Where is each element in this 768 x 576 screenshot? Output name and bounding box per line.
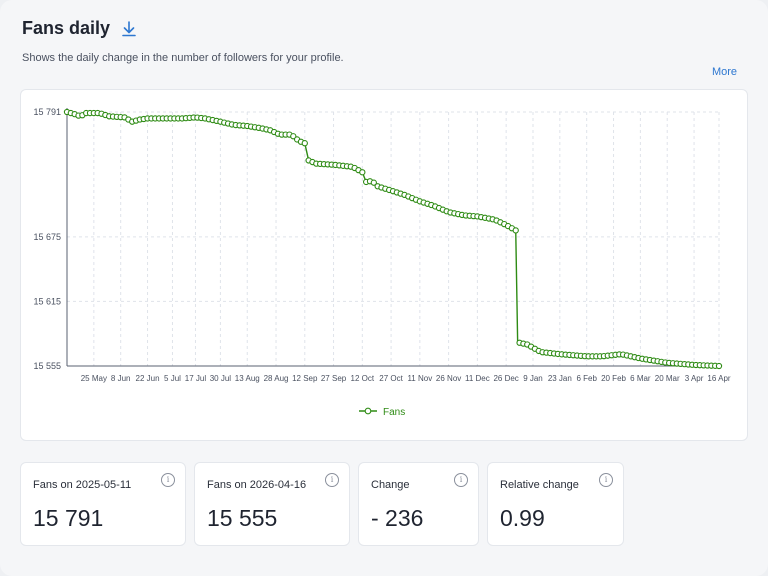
x-tick-label: 6 Mar: [630, 374, 651, 383]
stat-label: Fans on 2026-04-16: [207, 479, 307, 491]
x-tick-label: 11 Dec: [465, 374, 490, 383]
stat-value: 0.99: [500, 505, 545, 531]
fans-series-line: [66, 111, 720, 367]
x-tick-label: 25 May: [81, 374, 107, 383]
x-tick-label: 28 Aug: [264, 374, 289, 383]
x-tick-label: 17 Jul: [185, 374, 207, 383]
info-icon[interactable]: i: [161, 473, 175, 487]
stat-label: Change: [371, 479, 410, 491]
title-row: Fans daily: [22, 18, 138, 39]
page-subtitle: Shows the daily change in the number of …: [22, 52, 344, 64]
stat-card-relative-change: Relative change i 0.99: [487, 462, 624, 546]
page-title: Fans daily: [22, 18, 111, 38]
x-tick-label: 8 Jun: [111, 374, 131, 383]
x-tick-label: 9 Jan: [523, 374, 543, 383]
stat-card-fans-end: Fans on 2026-04-16 i 15 555: [194, 462, 350, 546]
legend-swatch-marker: [364, 407, 372, 415]
stat-label: Fans on 2025-05-11: [33, 479, 132, 491]
fans-data-point[interactable]: [359, 169, 366, 176]
info-icon[interactable]: i: [454, 473, 468, 487]
x-tick-label: 16 Apr: [707, 374, 730, 383]
fans-data-point[interactable]: [512, 227, 519, 234]
y-tick-label: 15 675: [33, 232, 61, 242]
y-tick-label: 15 555: [33, 361, 61, 371]
more-link[interactable]: More: [711, 66, 737, 78]
chart-card: 15 555 15 615 15 675 15 791 25 May 8 Jun 22 Ju…: [20, 89, 748, 441]
x-tick-label: 20 Feb: [601, 374, 626, 383]
y-tick-label: 15 615: [33, 296, 61, 306]
x-tick-label: 12 Oct: [351, 374, 375, 383]
stat-card-change: Change i - 236: [358, 462, 479, 546]
stat-card-fans-start: Fans on 2025-05-11 i 15 791: [20, 462, 186, 546]
x-tick-label: 5 Jul: [164, 374, 181, 383]
fans-data-point[interactable]: [301, 140, 308, 147]
x-tick-label: 22 Jun: [136, 374, 160, 383]
stat-value: 15 791: [33, 505, 104, 531]
x-tick-label: 30 Jul: [210, 374, 232, 383]
x-tick-label: 27 Sep: [321, 374, 347, 383]
fans-data-point[interactable]: [290, 133, 297, 140]
x-tick-label: 27 Oct: [379, 374, 403, 383]
x-tick-label: 26 Dec: [493, 374, 518, 383]
y-tick-label: 15 791: [33, 107, 61, 117]
fans-line-chart: 15 555 15 615 15 675 15 791 25 May 8 Jun 22 Ju…: [33, 107, 730, 418]
download-icon[interactable]: [120, 20, 138, 38]
stat-value: 15 555: [207, 505, 278, 531]
stat-label: Relative change: [500, 479, 579, 491]
x-tick-label: 13 Aug: [235, 374, 260, 383]
x-tick-label: 3 Apr: [685, 374, 704, 383]
info-icon[interactable]: i: [599, 473, 613, 487]
fans-data-point[interactable]: [715, 362, 723, 370]
x-tick-label: 6 Feb: [576, 374, 597, 383]
x-tick-label: 11 Nov: [407, 374, 432, 383]
info-icon[interactable]: i: [325, 473, 339, 487]
x-tick-label: 23 Jan: [548, 374, 572, 383]
x-tick-label: 26 Nov: [436, 374, 461, 383]
legend-label-fans[interactable]: Fans: [383, 407, 405, 418]
x-tick-label: 20 Mar: [655, 374, 680, 383]
fans-data-point[interactable]: [370, 179, 377, 186]
stat-value: - 236: [371, 505, 424, 531]
x-tick-label: 12 Sep: [292, 374, 318, 383]
